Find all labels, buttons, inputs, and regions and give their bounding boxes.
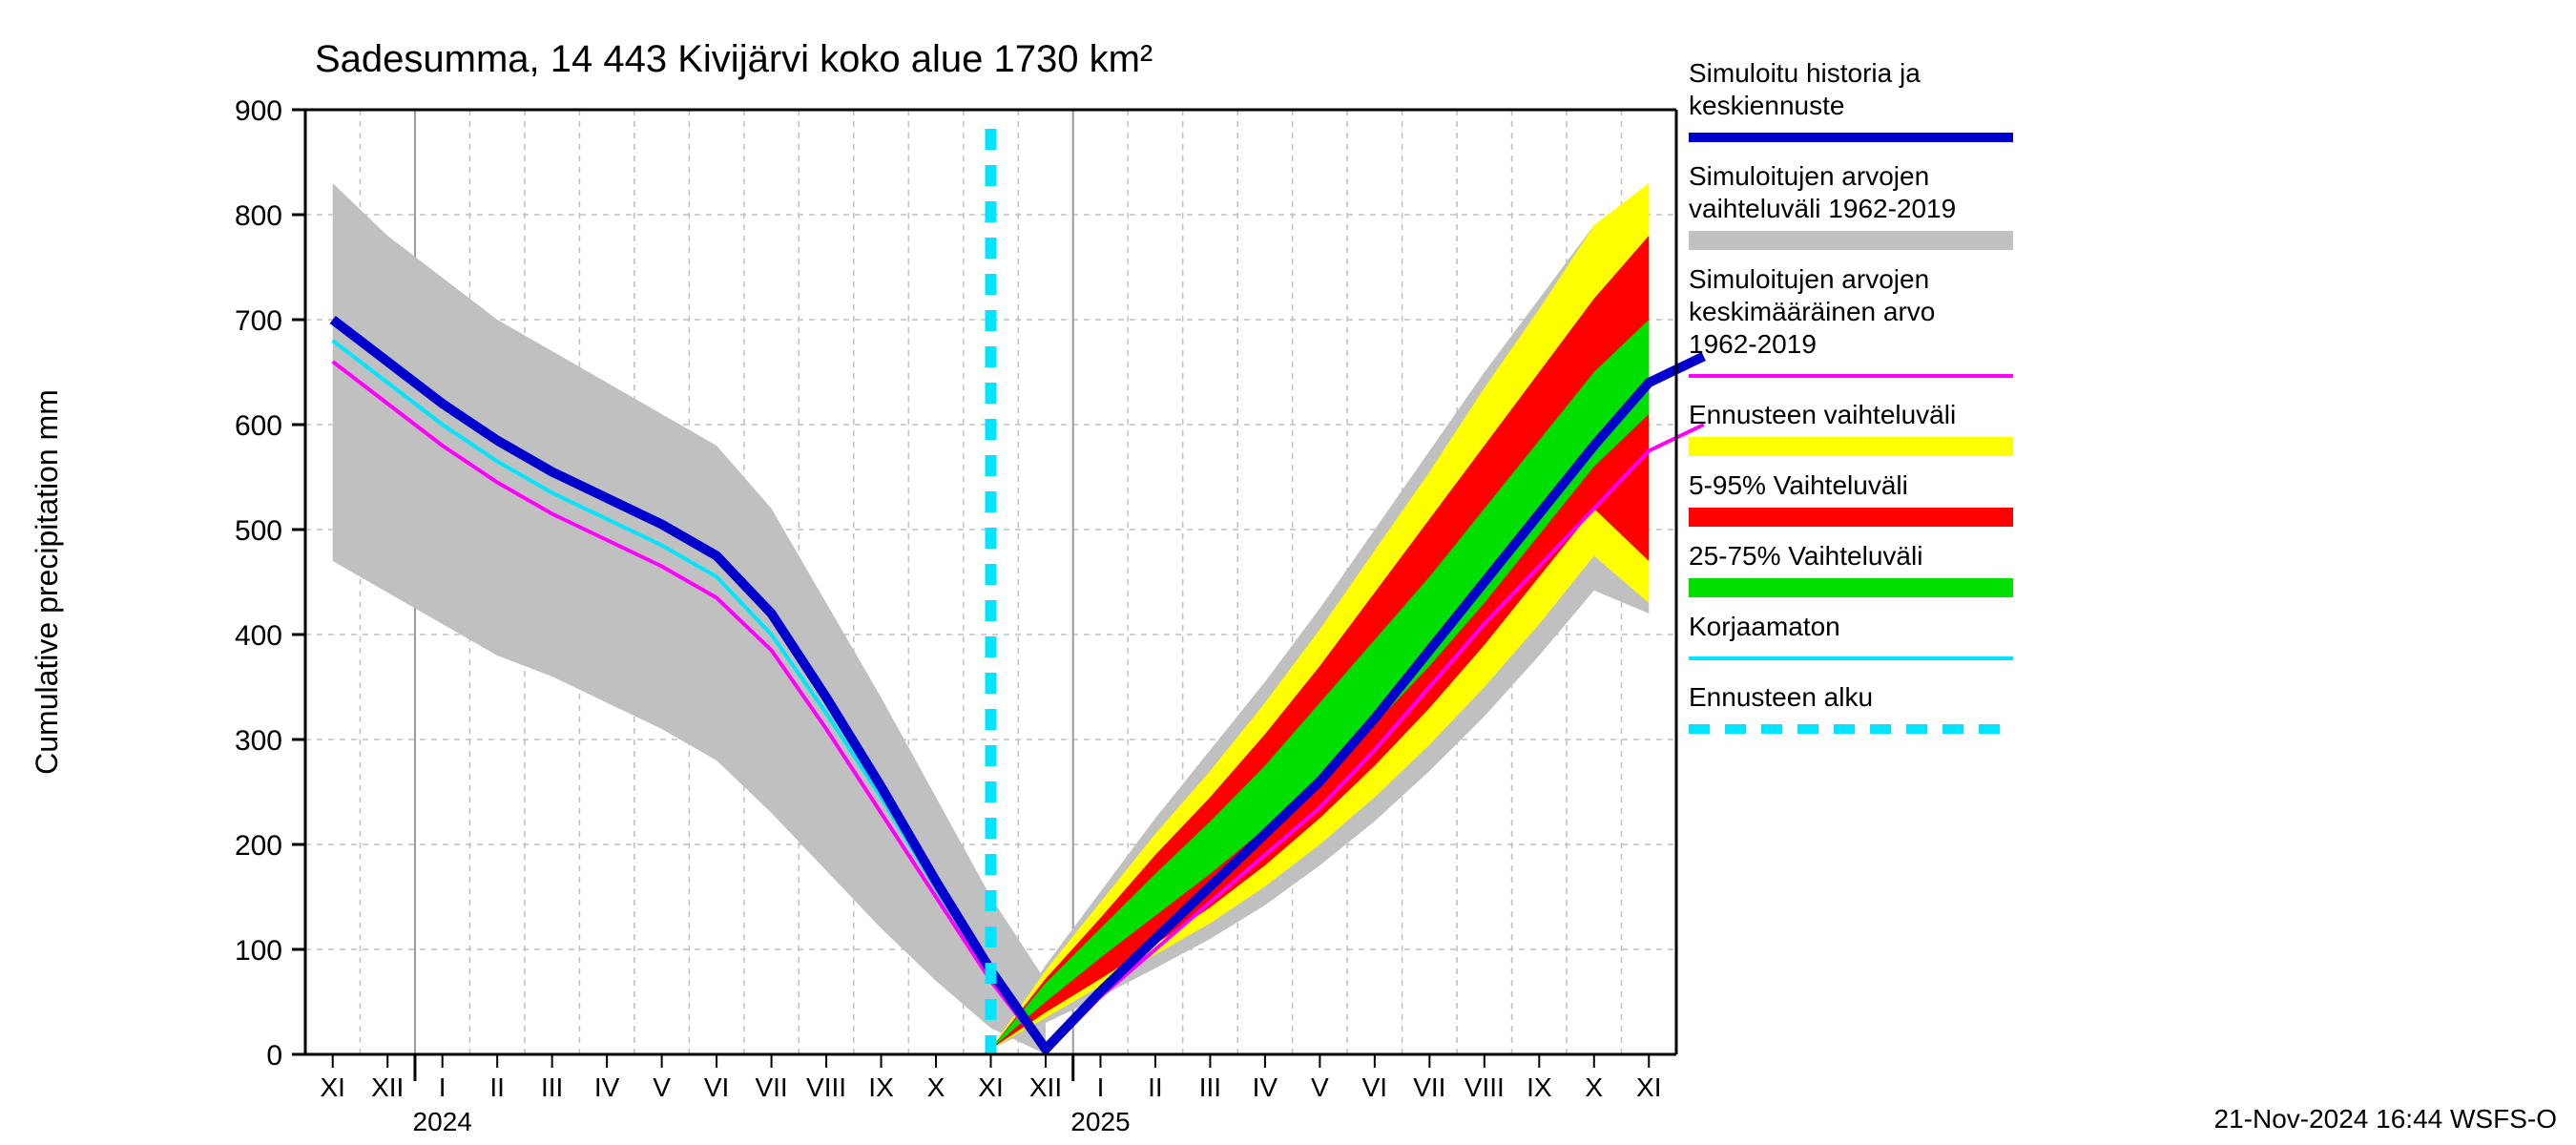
chart-footer: 21-Nov-2024 16:44 WSFS-O xyxy=(2214,1104,2558,1134)
x-month-label: VII xyxy=(1413,1072,1445,1102)
x-month-label: III xyxy=(541,1072,563,1102)
x-month-label: I xyxy=(439,1072,447,1102)
legend-label: 25-75% Vaihteluväli xyxy=(1689,541,1922,571)
y-tick-label: 600 xyxy=(235,410,282,442)
x-month-label: III xyxy=(1199,1072,1221,1102)
x-month-label: XII xyxy=(1029,1072,1062,1102)
y-axis-label: Cumulative precipitation mm xyxy=(30,389,64,775)
x-month-label: VI xyxy=(704,1072,729,1102)
chart-title: Sadesumma, 14 443 Kivijärvi koko alue 17… xyxy=(315,38,1153,80)
legend-label: Korjaamaton xyxy=(1689,612,1840,641)
x-month-label: V xyxy=(653,1072,671,1102)
precipitation-chart: 0100200300400500600700800900XIXIIIIIIIII… xyxy=(0,0,2576,1145)
x-month-label: II xyxy=(489,1072,505,1102)
legend-label: Simuloitujen arvojen xyxy=(1689,161,1929,191)
legend-swatch xyxy=(1689,578,2013,597)
legend-swatch xyxy=(1689,437,2013,456)
legend-label: 1962-2019 xyxy=(1689,329,1817,359)
x-month-label: V xyxy=(1311,1072,1329,1102)
legend-label: Ennusteen alku xyxy=(1689,682,1873,712)
y-tick-label: 700 xyxy=(235,305,282,337)
y-tick-label: 200 xyxy=(235,830,282,862)
y-tick-label: 400 xyxy=(235,620,282,652)
x-month-label: IV xyxy=(594,1072,620,1102)
x-month-label: IX xyxy=(868,1072,894,1102)
x-month-label: XI xyxy=(321,1072,345,1102)
x-month-label: X xyxy=(927,1072,945,1102)
x-month-label: XI xyxy=(1636,1072,1661,1102)
legend-label: keskimääräinen arvo xyxy=(1689,297,1935,326)
y-tick-label: 100 xyxy=(235,935,282,967)
y-tick-label: 900 xyxy=(235,95,282,127)
x-month-label: VI xyxy=(1362,1072,1387,1102)
x-month-label: I xyxy=(1097,1072,1105,1102)
x-month-label: II xyxy=(1148,1072,1163,1102)
legend-label: Ennusteen vaihteluväli xyxy=(1689,400,1956,429)
x-month-label: IX xyxy=(1527,1072,1552,1102)
x-year-label: 2024 xyxy=(413,1107,472,1136)
x-month-label: IV xyxy=(1253,1072,1278,1102)
x-month-label: XI xyxy=(978,1072,1003,1102)
x-month-label: X xyxy=(1585,1072,1603,1102)
legend-swatch xyxy=(1689,231,2013,250)
y-tick-label: 0 xyxy=(266,1040,282,1072)
x-month-label: XII xyxy=(371,1072,404,1102)
y-tick-label: 500 xyxy=(235,515,282,547)
legend-swatch xyxy=(1689,508,2013,527)
chart-svg: 0100200300400500600700800900XIXIIIIIIIII… xyxy=(0,0,2576,1145)
x-month-label: VIII xyxy=(1465,1072,1505,1102)
legend-label: vaihteluväli 1962-2019 xyxy=(1689,194,1956,223)
y-tick-label: 300 xyxy=(235,725,282,757)
x-month-label: VIII xyxy=(806,1072,846,1102)
x-month-label: VII xyxy=(755,1072,787,1102)
legend-label: keskiennuste xyxy=(1689,91,1844,120)
legend-label: Simuloitu historia ja xyxy=(1689,58,1921,88)
legend-label: 5-95% Vaihteluväli xyxy=(1689,470,1908,500)
legend-label: Simuloitujen arvojen xyxy=(1689,264,1929,294)
x-year-label: 2025 xyxy=(1070,1107,1130,1136)
y-tick-label: 800 xyxy=(235,200,282,232)
